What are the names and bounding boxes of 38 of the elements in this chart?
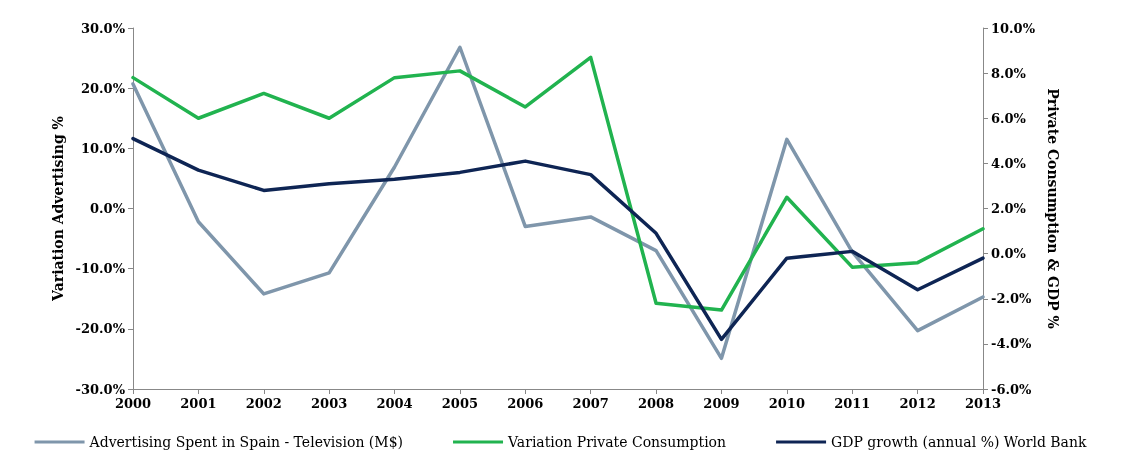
legend-label: Variation Private Consumption (507, 434, 727, 450)
y2-tick-label: 10.0% (991, 20, 1036, 36)
y-tick-label: 0.0% (90, 201, 126, 216)
line-series (131, 45, 985, 361)
y2-tick-label: -2.0% (991, 291, 1033, 307)
y-tick-label: 30.0% (80, 20, 126, 36)
x-tick-label: 2004 (376, 396, 413, 411)
y-tick-label: -20.0% (75, 321, 126, 337)
y2-tick-label: 2.0% (991, 201, 1027, 216)
y2-tick-label: 4.0% (991, 155, 1027, 171)
x-tick-label: 2009 (703, 396, 740, 411)
y2-tick-label: -6.0% (991, 381, 1033, 397)
y2-axis-title: Private Consumption & GDP % (1044, 88, 1061, 329)
y-tick-label: -10.0% (75, 261, 126, 277)
x-tick-label: 2011 (834, 396, 871, 411)
x-tick-label: 2013 (964, 396, 1002, 411)
legend-label: Advertising Spent in Spain - Television (M$) (88, 434, 404, 450)
x-tick-label: 2000 (114, 396, 152, 411)
y-tick-label: 10.0% (80, 140, 126, 156)
legend-label: GDP growth (annual %) World Bank (831, 434, 1087, 450)
x-tick-label: 2001 (180, 396, 217, 411)
y2-tick-label: 6.0% (991, 110, 1027, 126)
x-tick-label: 2005 (441, 396, 479, 411)
y2-tick-label: 8.0% (991, 65, 1027, 81)
x-tick-label: 2003 (311, 396, 348, 411)
line-series (131, 55, 985, 312)
y-axis-title: Variation Advertising % (49, 116, 66, 302)
x-tick-label: 2010 (768, 396, 805, 411)
line-series (131, 136, 985, 342)
x-tick-label: 2006 (507, 396, 544, 411)
y-tick-label: 20.0% (80, 80, 126, 96)
x-tick-label: 2012 (899, 396, 936, 411)
y-tick-label: -30.0% (75, 381, 126, 397)
x-tick-label: 2008 (637, 396, 675, 411)
x-tick-label: 2007 (572, 396, 609, 411)
y2-tick-label: -4.0% (991, 336, 1033, 352)
y2-tick-label: 0.0% (991, 246, 1027, 262)
x-tick-label: 2002 (245, 396, 282, 411)
